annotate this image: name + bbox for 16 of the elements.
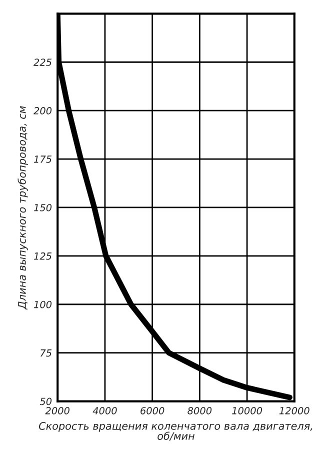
y-tick-label: 125: [34, 252, 52, 260]
x-tick-label: 4000: [92, 407, 117, 414]
y-tick-label: 175: [34, 156, 52, 163]
y-tick-label: 150: [34, 204, 52, 212]
y-axis-title: Длина выпускного трубопровода, см: [18, 106, 28, 310]
x-tick-label: 2000: [45, 407, 70, 414]
y-tick-label: 100: [34, 300, 52, 308]
y-tick-label: 200: [34, 107, 52, 114]
y-tick-label: 50: [40, 398, 52, 406]
x-axis-title: Скорость вращения коленчатого вала двигателя, об/мин: [38, 422, 312, 441]
x-tick-label: 8000: [188, 407, 212, 414]
x-tick-label: 10000: [232, 407, 262, 414]
x-tick-label: 6000: [140, 407, 164, 414]
y-tick-label: 75: [40, 349, 52, 357]
y-tick-label: 225: [34, 58, 52, 66]
x-tick-label: 12000: [279, 407, 310, 414]
